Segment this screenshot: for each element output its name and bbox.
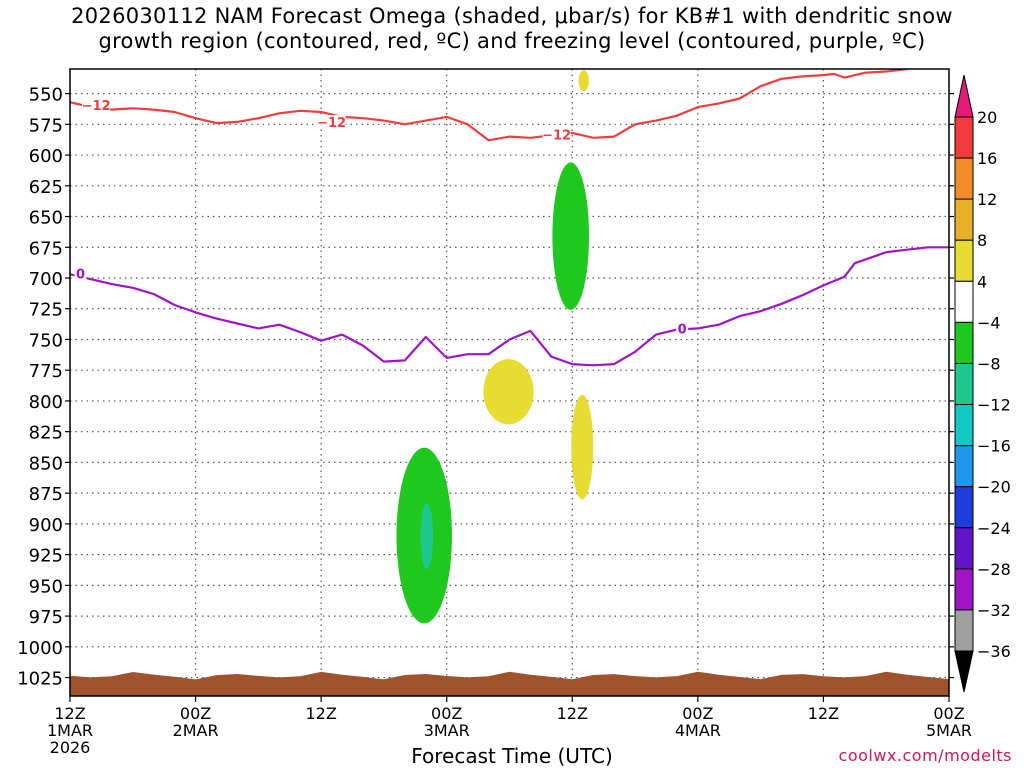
colorbar-label: −36: [977, 642, 1011, 661]
contour-label-bg: [676, 321, 689, 336]
colorbar-segment: [954, 198, 974, 241]
colorbar-label: −28: [977, 560, 1011, 579]
contour-label: −12: [542, 128, 571, 143]
colorbar-segment: [954, 568, 974, 611]
x-axis-label: Forecast Time (UTC): [411, 744, 613, 768]
colorbar-label: −20: [977, 478, 1011, 497]
y-tick-label: 800: [29, 392, 63, 413]
colorbar-segment: [954, 362, 974, 406]
contour-label: −12: [317, 116, 346, 131]
title-line-1: 2026030112 NAM Forecast Omega (shaded, μ…: [71, 4, 953, 28]
omega-region: [483, 359, 534, 425]
colorbar-segment: [954, 445, 974, 488]
x-tick-label: 00Z: [682, 704, 713, 723]
colorbar-label: −32: [977, 601, 1011, 620]
y-tick-label: 775: [29, 361, 63, 382]
omega-region: [571, 394, 594, 500]
y-tick-label: 625: [29, 177, 63, 198]
colorbar-segment: [954, 486, 974, 529]
y-tick-label: 900: [29, 515, 63, 536]
colorbar-label: 8: [977, 231, 987, 250]
x-tick-label: 1MAR: [47, 721, 93, 740]
colorbar-segment: [954, 280, 974, 323]
y-tick-label: 850: [29, 453, 63, 474]
y-tick-label: 950: [29, 576, 63, 597]
contour-lines: −12 −12 −12 0 0: [70, 69, 949, 367]
colorbar-segment: [954, 527, 974, 570]
colorbar-label: 12: [977, 190, 997, 209]
y-tick-label: 600: [29, 146, 63, 167]
x-tick-label: 00Z: [180, 704, 211, 723]
y-tick-label: 700: [29, 269, 63, 290]
terrain-band: [70, 671, 949, 696]
colorbar-segment: [954, 116, 974, 159]
x-tick-label: 12Z: [557, 704, 588, 723]
colorbar-segment: [954, 239, 974, 282]
omega-shading: [396, 70, 594, 624]
y-axis: 550 575 600 625 650 675 700 725 750 775 800 825 850 8…: [17, 85, 954, 690]
x-tick-label: 2026: [50, 738, 91, 757]
x-tick-label: 2MAR: [173, 721, 219, 740]
colorbar-label: 4: [977, 272, 987, 291]
contour-line-0: [70, 69, 908, 142]
colorbar-label: −24: [977, 519, 1011, 538]
colorbar-label: 16: [977, 149, 997, 168]
contour-label-bg: [317, 115, 346, 130]
contour-line-1: [70, 246, 949, 367]
y-tick-label: 925: [29, 546, 63, 567]
terrain: [70, 671, 949, 696]
x-tick-label: 00Z: [933, 704, 964, 723]
contour-label: 0: [76, 267, 85, 282]
y-tick-label: 1025: [17, 669, 63, 690]
colorbar-segment: [954, 321, 974, 364]
omega-region: [578, 70, 590, 92]
y-tick-label: 550: [29, 85, 63, 106]
colorbar-label: −4: [977, 313, 1001, 332]
contour-label-bg: [74, 266, 87, 281]
colorbar-segment: [954, 157, 974, 200]
y-tick-label: 650: [29, 208, 63, 229]
plot-frame: [69, 68, 950, 697]
y-tick-label: 575: [29, 115, 63, 136]
omega-region: [420, 502, 434, 570]
x-tick-label: 12Z: [54, 704, 85, 723]
colorbar-label: −16: [977, 437, 1011, 456]
colorbar: 20 16 12 8 4 −4 −8 −12 −16 −20 −24 −28 −32 −36: [954, 74, 1011, 693]
y-tick-label: 975: [29, 607, 63, 628]
x-tick-label: 4MAR: [675, 721, 721, 740]
x-tick-label: 12Z: [808, 704, 839, 723]
y-tick-label: 725: [29, 300, 63, 321]
colorbar-bottom-arrow: [954, 650, 974, 693]
x-tick-label: 00Z: [431, 704, 462, 723]
contour-label: 0: [678, 323, 687, 338]
colorbar-label: −8: [977, 354, 1001, 373]
credit-link[interactable]: coolwx.com/modelts: [838, 746, 1012, 765]
y-tick-label: 1000: [17, 638, 63, 659]
y-tick-label: 675: [29, 238, 63, 259]
x-tick-label: 3MAR: [424, 721, 470, 740]
chart-title: 2026030112 NAM Forecast Omega (shaded, μ…: [0, 4, 1024, 54]
y-tick-label: 750: [29, 330, 63, 351]
contour-label-bg: [82, 97, 111, 112]
colorbar-segment: [954, 609, 974, 652]
x-tick-label: 12Z: [305, 704, 336, 723]
colorbar-label: −12: [977, 396, 1011, 415]
colorbar-label: 20: [977, 108, 997, 127]
colorbar-top-arrow: [954, 74, 974, 118]
x-tick-label: 5MAR: [926, 721, 972, 740]
title-line-2: growth region (contoured, red, ºC) and f…: [98, 29, 926, 53]
colorbar-segment: [954, 404, 974, 447]
contour-label-bg: [542, 127, 571, 142]
y-tick-label: 875: [29, 484, 63, 505]
y-tick-label: 825: [29, 423, 63, 444]
contour-label: −12: [82, 99, 111, 114]
omega-region: [552, 162, 590, 310]
